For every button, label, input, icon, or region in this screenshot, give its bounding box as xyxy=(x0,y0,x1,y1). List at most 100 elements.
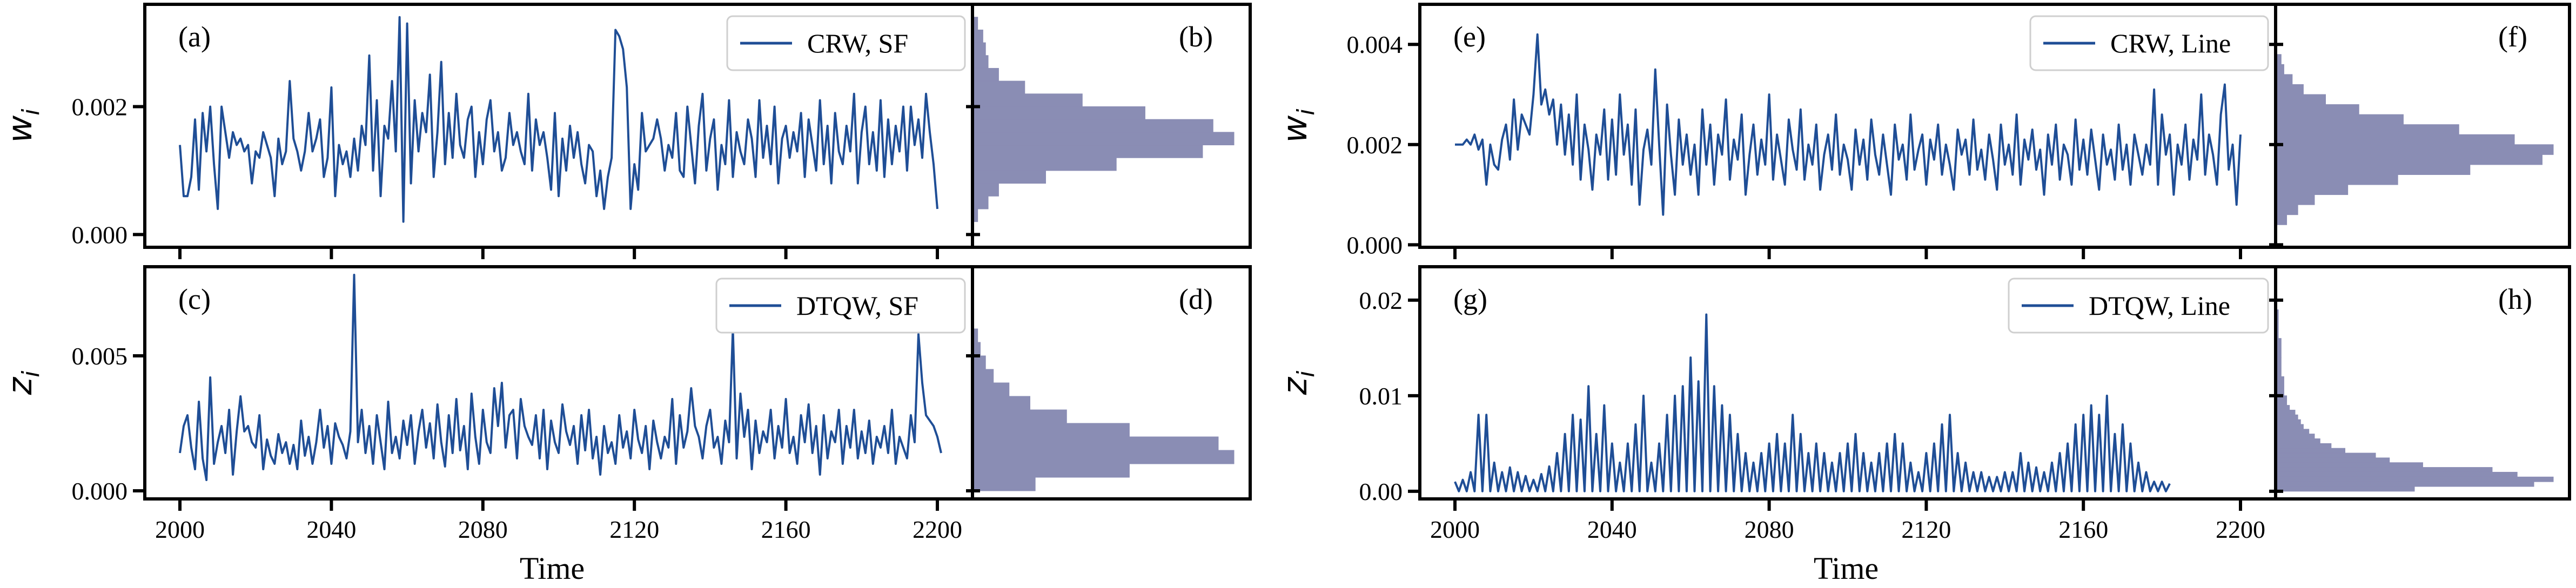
y-tick-label: 0.005 xyxy=(72,342,128,370)
legend-box xyxy=(2008,278,2269,334)
x-tick-label: 2120 xyxy=(1901,516,1951,543)
hist-bar xyxy=(2275,144,2554,155)
hist-bar xyxy=(2275,400,2287,406)
y-tick-label: 0.004 xyxy=(1347,31,1403,58)
hist-bar xyxy=(2275,194,2315,205)
hist-bar xyxy=(2275,124,2459,135)
y-tick-label: 0.000 xyxy=(72,221,128,248)
panel-f: (f) xyxy=(2269,3,2571,249)
panel-frame xyxy=(971,3,1252,249)
hist-bar xyxy=(972,382,1010,397)
hist-bar xyxy=(2275,84,2304,95)
y-axis-label: wi xyxy=(1275,109,1320,143)
hist-bar xyxy=(2275,438,2320,444)
hist-bar xyxy=(972,145,1203,158)
hist-bar xyxy=(972,132,1235,146)
y-tick-label: 0.01 xyxy=(1359,382,1403,410)
hist-bar xyxy=(972,477,1036,491)
y-tick-label: 0.000 xyxy=(1347,231,1403,259)
hist-bar xyxy=(972,436,1219,451)
series-line xyxy=(1455,33,2242,216)
y-tick-label: 0.00 xyxy=(1359,478,1403,505)
hist-bar xyxy=(2275,481,2534,487)
hist-bar xyxy=(972,463,1130,478)
hist-bar xyxy=(972,355,986,370)
x-tick-label: 2040 xyxy=(306,516,356,543)
hist-bar xyxy=(972,67,999,82)
legend-label: DTQW, Line xyxy=(2089,290,2230,321)
panel-label: (b) xyxy=(1179,21,1213,53)
hist-bar xyxy=(972,93,1083,107)
hist-bar xyxy=(2275,452,2376,458)
y-tick-label: 0.000 xyxy=(72,477,128,505)
hist-bar xyxy=(2275,443,2332,449)
panel-a: 0.000 0.002 wi (a) CRW, SF xyxy=(0,3,974,259)
x-tick-label: 2040 xyxy=(1587,516,1637,543)
hist-bar xyxy=(2275,414,2298,420)
panel-frame xyxy=(2274,265,2571,501)
hist-bar xyxy=(2275,74,2293,85)
hist-bar xyxy=(2275,164,2471,175)
panel-label: (h) xyxy=(2498,283,2532,315)
hist-bar xyxy=(972,183,999,197)
hist-bar xyxy=(972,423,1130,437)
hist-bar xyxy=(972,106,1145,120)
legend-label: CRW, Line xyxy=(2110,28,2231,58)
hist-bar xyxy=(2275,462,2423,468)
hist-bar xyxy=(2275,405,2290,410)
hist-bar xyxy=(2275,204,2298,215)
y-tick-label: 0.02 xyxy=(1359,287,1403,314)
panel-label: (e) xyxy=(1453,21,1486,53)
x-tick-label: 2200 xyxy=(913,516,962,543)
panel-c: 0.000 0.005 2000 2040 2080 2120 2160 2200 zi (c) D… xyxy=(0,265,974,543)
y-tick-label: 0.002 xyxy=(1347,131,1403,159)
series-line xyxy=(1454,313,2171,492)
panel-frame xyxy=(971,265,1252,501)
hist-bar xyxy=(2275,104,2359,115)
hist-bar xyxy=(2275,409,2296,415)
x-tick-label: 2080 xyxy=(1745,516,1794,543)
series-line xyxy=(179,16,938,223)
panels: 0.000 0.002 wi (a) CRW, SF 0.000 0.005 2000 2040… xyxy=(0,3,2571,543)
panel-label: (c) xyxy=(178,283,211,315)
hist-bar xyxy=(2275,184,2349,195)
x-tick-label: 2000 xyxy=(1430,516,1480,543)
legend-box xyxy=(726,15,966,71)
hist-bar xyxy=(972,119,1213,133)
x-tick-label: 2160 xyxy=(2058,516,2108,543)
panel-g: 0.00 0.01 0.02 2000 2040 2080 2120 2160 2200 zi (g… xyxy=(1275,265,2277,543)
panel-label: (g) xyxy=(1453,283,1487,315)
x-tick-label: 2160 xyxy=(761,516,811,543)
x-axis-label-left: Time xyxy=(520,551,585,586)
panel-d: (d) xyxy=(966,265,1252,501)
hist-bar xyxy=(2275,471,2518,477)
y-tick-label: 0.002 xyxy=(72,93,128,120)
x-tick-label: 2200 xyxy=(2216,516,2265,543)
hist-bar xyxy=(2275,424,2304,430)
legend-label: CRW, SF xyxy=(807,28,908,58)
panel-label: (d) xyxy=(1179,283,1213,315)
legend-label: DTQW, SF xyxy=(796,290,918,321)
y-axis-label: zi xyxy=(0,370,45,396)
hist-bar xyxy=(2275,486,2415,492)
hist-bar xyxy=(2275,214,2287,225)
y-axis-label: wi xyxy=(0,109,45,143)
x-tick-label: 2120 xyxy=(609,516,659,543)
hist-bar xyxy=(972,409,1067,424)
hist-bar xyxy=(972,80,1025,94)
legend-box xyxy=(2029,15,2269,71)
hist-bar xyxy=(2275,134,2515,145)
hist-bar xyxy=(2275,457,2390,463)
panel-label: (a) xyxy=(178,21,211,53)
x-tick-label: 2000 xyxy=(155,516,205,543)
hist-bar xyxy=(972,170,1046,184)
hist-bar xyxy=(2275,94,2326,105)
panel-h: (h) xyxy=(2269,265,2571,501)
hist-bar xyxy=(972,157,1117,171)
hist-bar xyxy=(972,369,994,383)
panel-b: (b) xyxy=(966,3,1252,249)
hist-bar xyxy=(972,195,989,209)
hist-bar xyxy=(972,396,1030,410)
hist-bar xyxy=(2275,434,2315,440)
